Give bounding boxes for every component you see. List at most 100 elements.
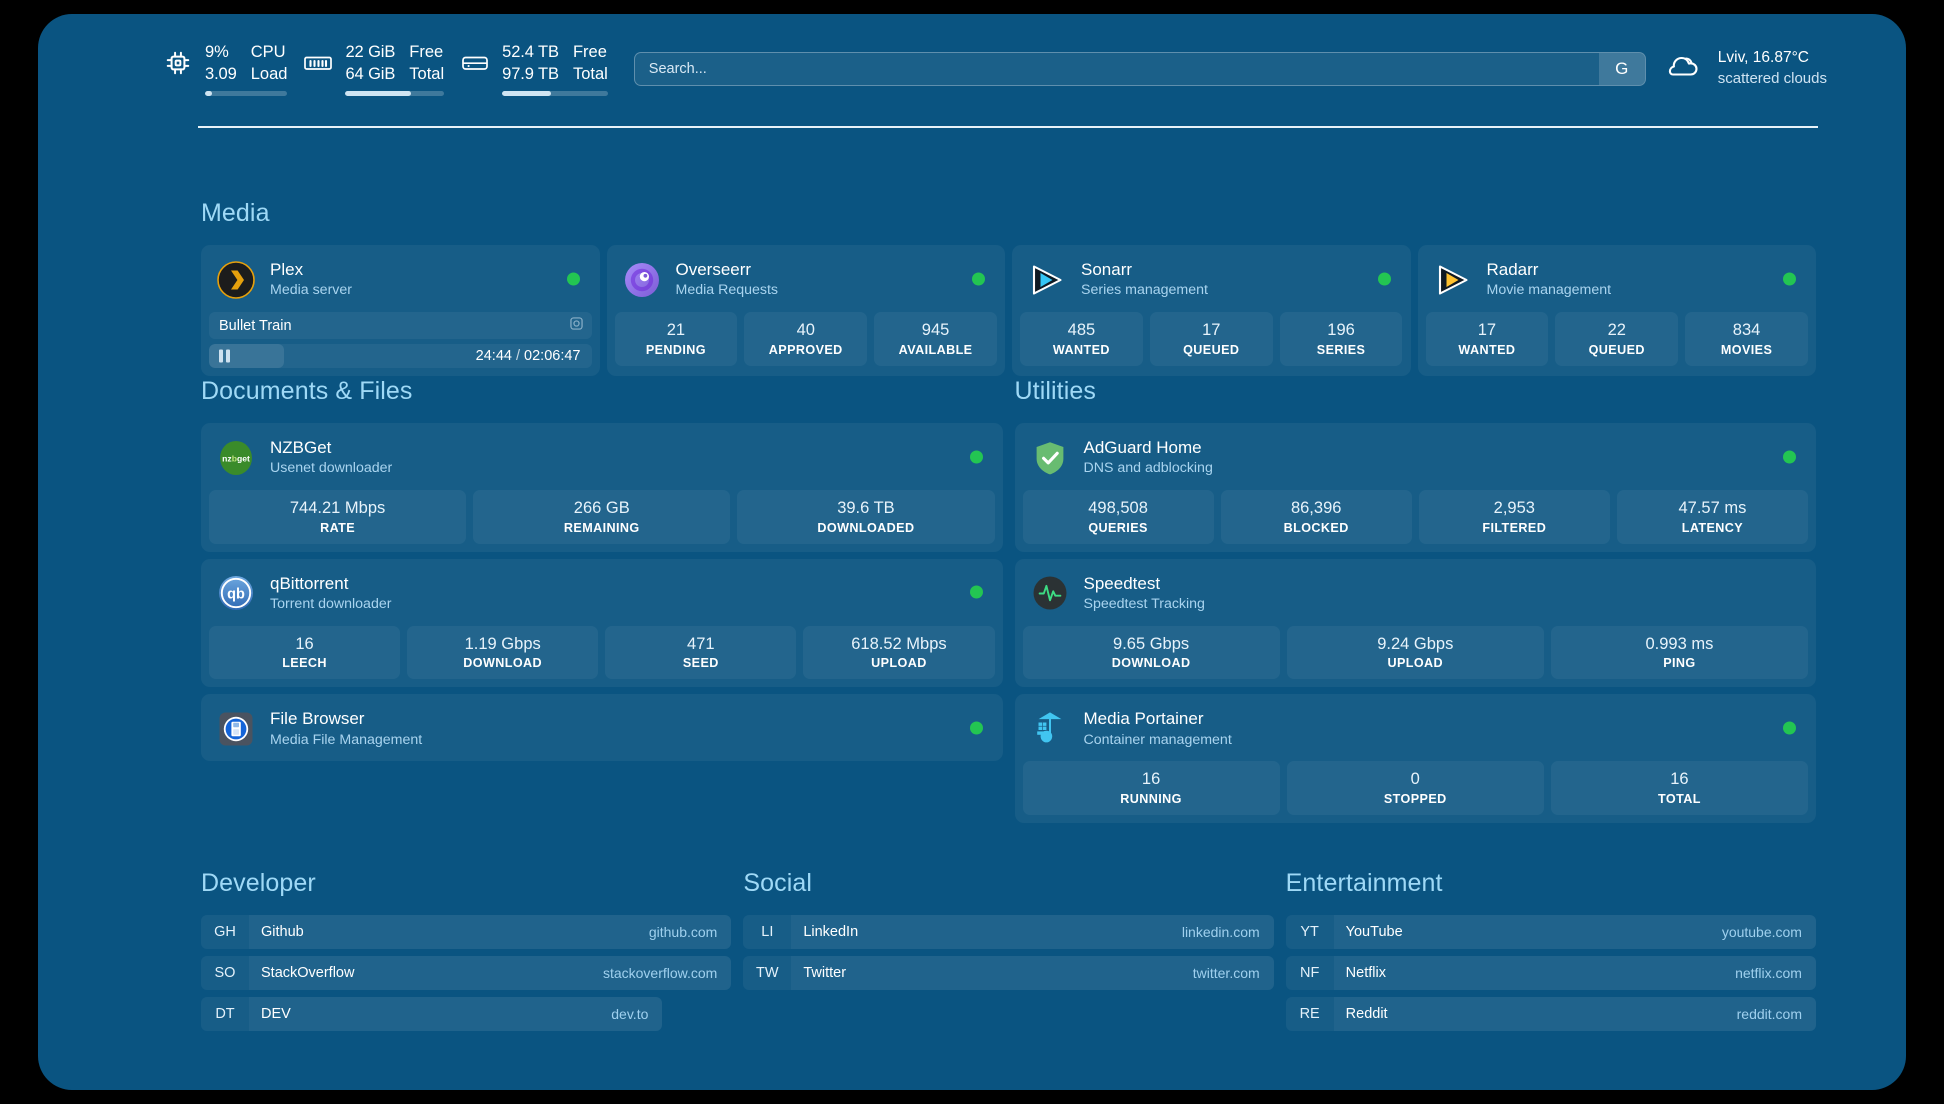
service-card[interactable]: Speedtest Speedtest Tracking 9.65 Gbps D… bbox=[1014, 558, 1817, 688]
stat-block[interactable]: 196 SERIES bbox=[1279, 312, 1403, 366]
bookmark-item[interactable]: YT YouTube youtube.com bbox=[1285, 915, 1816, 949]
service-card-header[interactable]: Media Portainer Container management bbox=[1015, 694, 1817, 761]
stat-block[interactable]: 17 WANTED bbox=[1425, 312, 1549, 366]
resource-value: 3.09 bbox=[205, 64, 237, 83]
resource-labels: Free Total bbox=[409, 42, 444, 84]
resource-widget-0[interactable]: 9% 3.09 CPU Load bbox=[163, 42, 303, 96]
service-card[interactable]: nzbget NZBGet Usenet downloader 744.21 M… bbox=[201, 423, 1003, 552]
status-indicator-dot bbox=[972, 272, 985, 285]
overseerr-icon bbox=[623, 261, 661, 299]
stat-block[interactable]: 471 SEED bbox=[605, 625, 797, 680]
service-card-header[interactable]: AdGuard Home DNS and adblocking bbox=[1015, 423, 1817, 490]
stat-block[interactable]: 22 QUEUED bbox=[1555, 312, 1679, 366]
bookmark-body[interactable]: Github github.com bbox=[249, 915, 732, 949]
service-name: Radarr bbox=[1486, 260, 1539, 279]
stat-block[interactable]: 9.24 Gbps UPLOAD bbox=[1286, 625, 1544, 680]
disk-drive-icon bbox=[460, 48, 490, 78]
service-card[interactable]: AdGuard Home DNS and adblocking 498,508 … bbox=[1014, 423, 1817, 552]
resource-widget-1[interactable]: 22 GiB 64 GiB Free Total bbox=[303, 42, 460, 96]
stat-label: SERIES bbox=[1316, 342, 1366, 357]
service-card-header[interactable]: qb qBittorrent Torrent downloader bbox=[201, 559, 1003, 626]
search-input[interactable]: Search... bbox=[633, 52, 1646, 86]
service-card[interactable]: Sonarr Series management 485 WANTED 17 Q… bbox=[1012, 245, 1411, 376]
bookmark-item[interactable]: GH Github github.com bbox=[201, 915, 732, 949]
settings-gear-icon[interactable] bbox=[569, 316, 584, 336]
playback-progress-bar[interactable]: 24:44 / 02:06:47 bbox=[209, 344, 592, 368]
service-name: NZBGet bbox=[270, 438, 332, 457]
stat-block[interactable]: 266 GB REMAINING bbox=[473, 490, 731, 544]
service-name: File Browser bbox=[270, 709, 365, 729]
pause-icon[interactable] bbox=[219, 349, 230, 363]
bookmark-body[interactable]: YouTube youtube.com bbox=[1333, 915, 1816, 949]
resource-value: 22 GiB bbox=[345, 43, 396, 62]
service-card-header[interactable]: Overseerr Media Requests bbox=[607, 245, 1006, 312]
stat-row: 9.65 Gbps DOWNLOAD 9.24 Gbps UPLOAD 0.99… bbox=[1015, 625, 1817, 688]
service-columns: Documents & Files nzbget NZBGet Usenet d… bbox=[201, 377, 1816, 823]
bookmark-item[interactable]: NF Netflix netflix.com bbox=[1285, 956, 1816, 990]
stat-block[interactable]: 47.57 ms LATENCY bbox=[1616, 490, 1808, 544]
service-card-header[interactable]: Speedtest Speedtest Tracking bbox=[1015, 559, 1817, 626]
header-divider bbox=[198, 126, 1818, 128]
service-card-header[interactable]: Plex Media server bbox=[201, 245, 600, 312]
bookmark-body[interactable]: Twitter twitter.com bbox=[791, 956, 1274, 990]
stat-block[interactable]: 2,953 FILTERED bbox=[1418, 490, 1610, 544]
stat-block[interactable]: 618.52 Mbps UPLOAD bbox=[803, 625, 995, 680]
bookmark-abbr: GH bbox=[201, 915, 249, 949]
bookmark-item[interactable]: TW Twitter twitter.com bbox=[743, 956, 1274, 990]
stat-block[interactable]: 40 APPROVED bbox=[744, 312, 868, 366]
stat-block[interactable]: 1.19 Gbps DOWNLOAD bbox=[407, 625, 599, 680]
bookmark-item[interactable]: SO StackOverflow stackoverflow.com bbox=[201, 956, 732, 990]
stat-value: 485 bbox=[1067, 321, 1096, 339]
stat-block[interactable]: 498,508 QUERIES bbox=[1022, 490, 1214, 544]
bookmark-body[interactable]: DEV dev.to bbox=[249, 997, 663, 1031]
bookmark-body[interactable]: Reddit reddit.com bbox=[1333, 997, 1816, 1031]
stat-block[interactable]: 16 RUNNING bbox=[1022, 761, 1280, 815]
bookmark-item[interactable]: DT DEV dev.to bbox=[201, 997, 663, 1031]
bookmark-name: LinkedIn bbox=[803, 924, 859, 940]
service-card-header[interactable]: nzbget NZBGet Usenet downloader bbox=[201, 423, 1003, 490]
bookmark-body[interactable]: Netflix netflix.com bbox=[1333, 956, 1816, 990]
weather-widget[interactable]: Lviv, 16.87°C scattered clouds bbox=[1664, 48, 1833, 89]
stat-block[interactable]: 16 TOTAL bbox=[1550, 761, 1809, 815]
dashboard-app: 9% 3.09 CPU Load 22 GiB 64 GiB Free Total bbox=[38, 14, 1906, 1090]
service-card[interactable]: qb qBittorrent Torrent downloader 16 LEE… bbox=[201, 558, 1003, 688]
service-card-header[interactable]: Sonarr Series management bbox=[1012, 245, 1411, 312]
bookmark-name: Twitter bbox=[803, 965, 847, 981]
resource-labels: CPU Load bbox=[251, 42, 288, 84]
stat-block[interactable]: 16 LEECH bbox=[209, 625, 401, 680]
bookmark-item[interactable]: LI LinkedIn linkedin.com bbox=[743, 915, 1274, 949]
bookmark-item[interactable]: RE Reddit reddit.com bbox=[1285, 997, 1816, 1031]
stat-block[interactable]: 9.65 Gbps DOWNLOAD bbox=[1022, 625, 1280, 680]
service-card[interactable]: Radarr Movie management 17 WANTED 22 QUE… bbox=[1417, 245, 1817, 376]
service-name: Plex bbox=[270, 260, 304, 279]
stat-block[interactable]: 39.6 TB DOWNLOADED bbox=[737, 490, 995, 544]
bookmark-body[interactable]: LinkedIn linkedin.com bbox=[791, 915, 1274, 949]
stat-block[interactable]: 485 WANTED bbox=[1020, 312, 1143, 366]
service-card[interactable]: Plex Media server Bullet Train 24:44 / 0… bbox=[201, 245, 600, 376]
stat-block[interactable]: 834 MOVIES bbox=[1685, 312, 1808, 366]
speedtest-pulse-icon bbox=[1031, 574, 1069, 612]
stat-block[interactable]: 0.993 ms PING bbox=[1550, 625, 1809, 680]
bookmark-body[interactable]: StackOverflow stackoverflow.com bbox=[249, 956, 732, 990]
resource-rows: 9% 3.09 CPU Load bbox=[205, 42, 287, 84]
service-card[interactable]: Overseerr Media Requests 21 PENDING 40 A… bbox=[606, 245, 1006, 376]
stat-block[interactable]: 945 AVAILABLE bbox=[874, 312, 997, 366]
search-provider-button[interactable]: G bbox=[1598, 53, 1645, 85]
now-playing-bar[interactable]: Bullet Train bbox=[209, 312, 592, 339]
stat-block[interactable]: 744.21 Mbps RATE bbox=[209, 490, 467, 544]
resource-widget-2[interactable]: 52.4 TB 97.9 TB Free Total bbox=[460, 42, 624, 96]
service-card[interactable]: File Browser Media File Management bbox=[201, 694, 1003, 762]
sonarr-icon bbox=[1028, 261, 1066, 299]
stat-value: 0 bbox=[1410, 770, 1420, 789]
service-card-header[interactable]: File Browser Media File Management bbox=[201, 694, 1003, 761]
stat-block[interactable]: 21 PENDING bbox=[614, 312, 738, 366]
stat-block[interactable]: 86,396 BLOCKED bbox=[1220, 490, 1412, 544]
service-card[interactable]: Media Portainer Container management 16 … bbox=[1014, 694, 1817, 823]
bookmark-url: dev.to bbox=[611, 1006, 649, 1022]
service-name: Overseerr bbox=[675, 260, 752, 279]
stat-value: 945 bbox=[921, 321, 950, 339]
stat-block[interactable]: 0 STOPPED bbox=[1286, 761, 1544, 815]
stat-value: 39.6 TB bbox=[837, 499, 895, 517]
service-card-header[interactable]: Radarr Movie management bbox=[1418, 245, 1817, 312]
stat-block[interactable]: 17 QUEUED bbox=[1149, 312, 1273, 366]
